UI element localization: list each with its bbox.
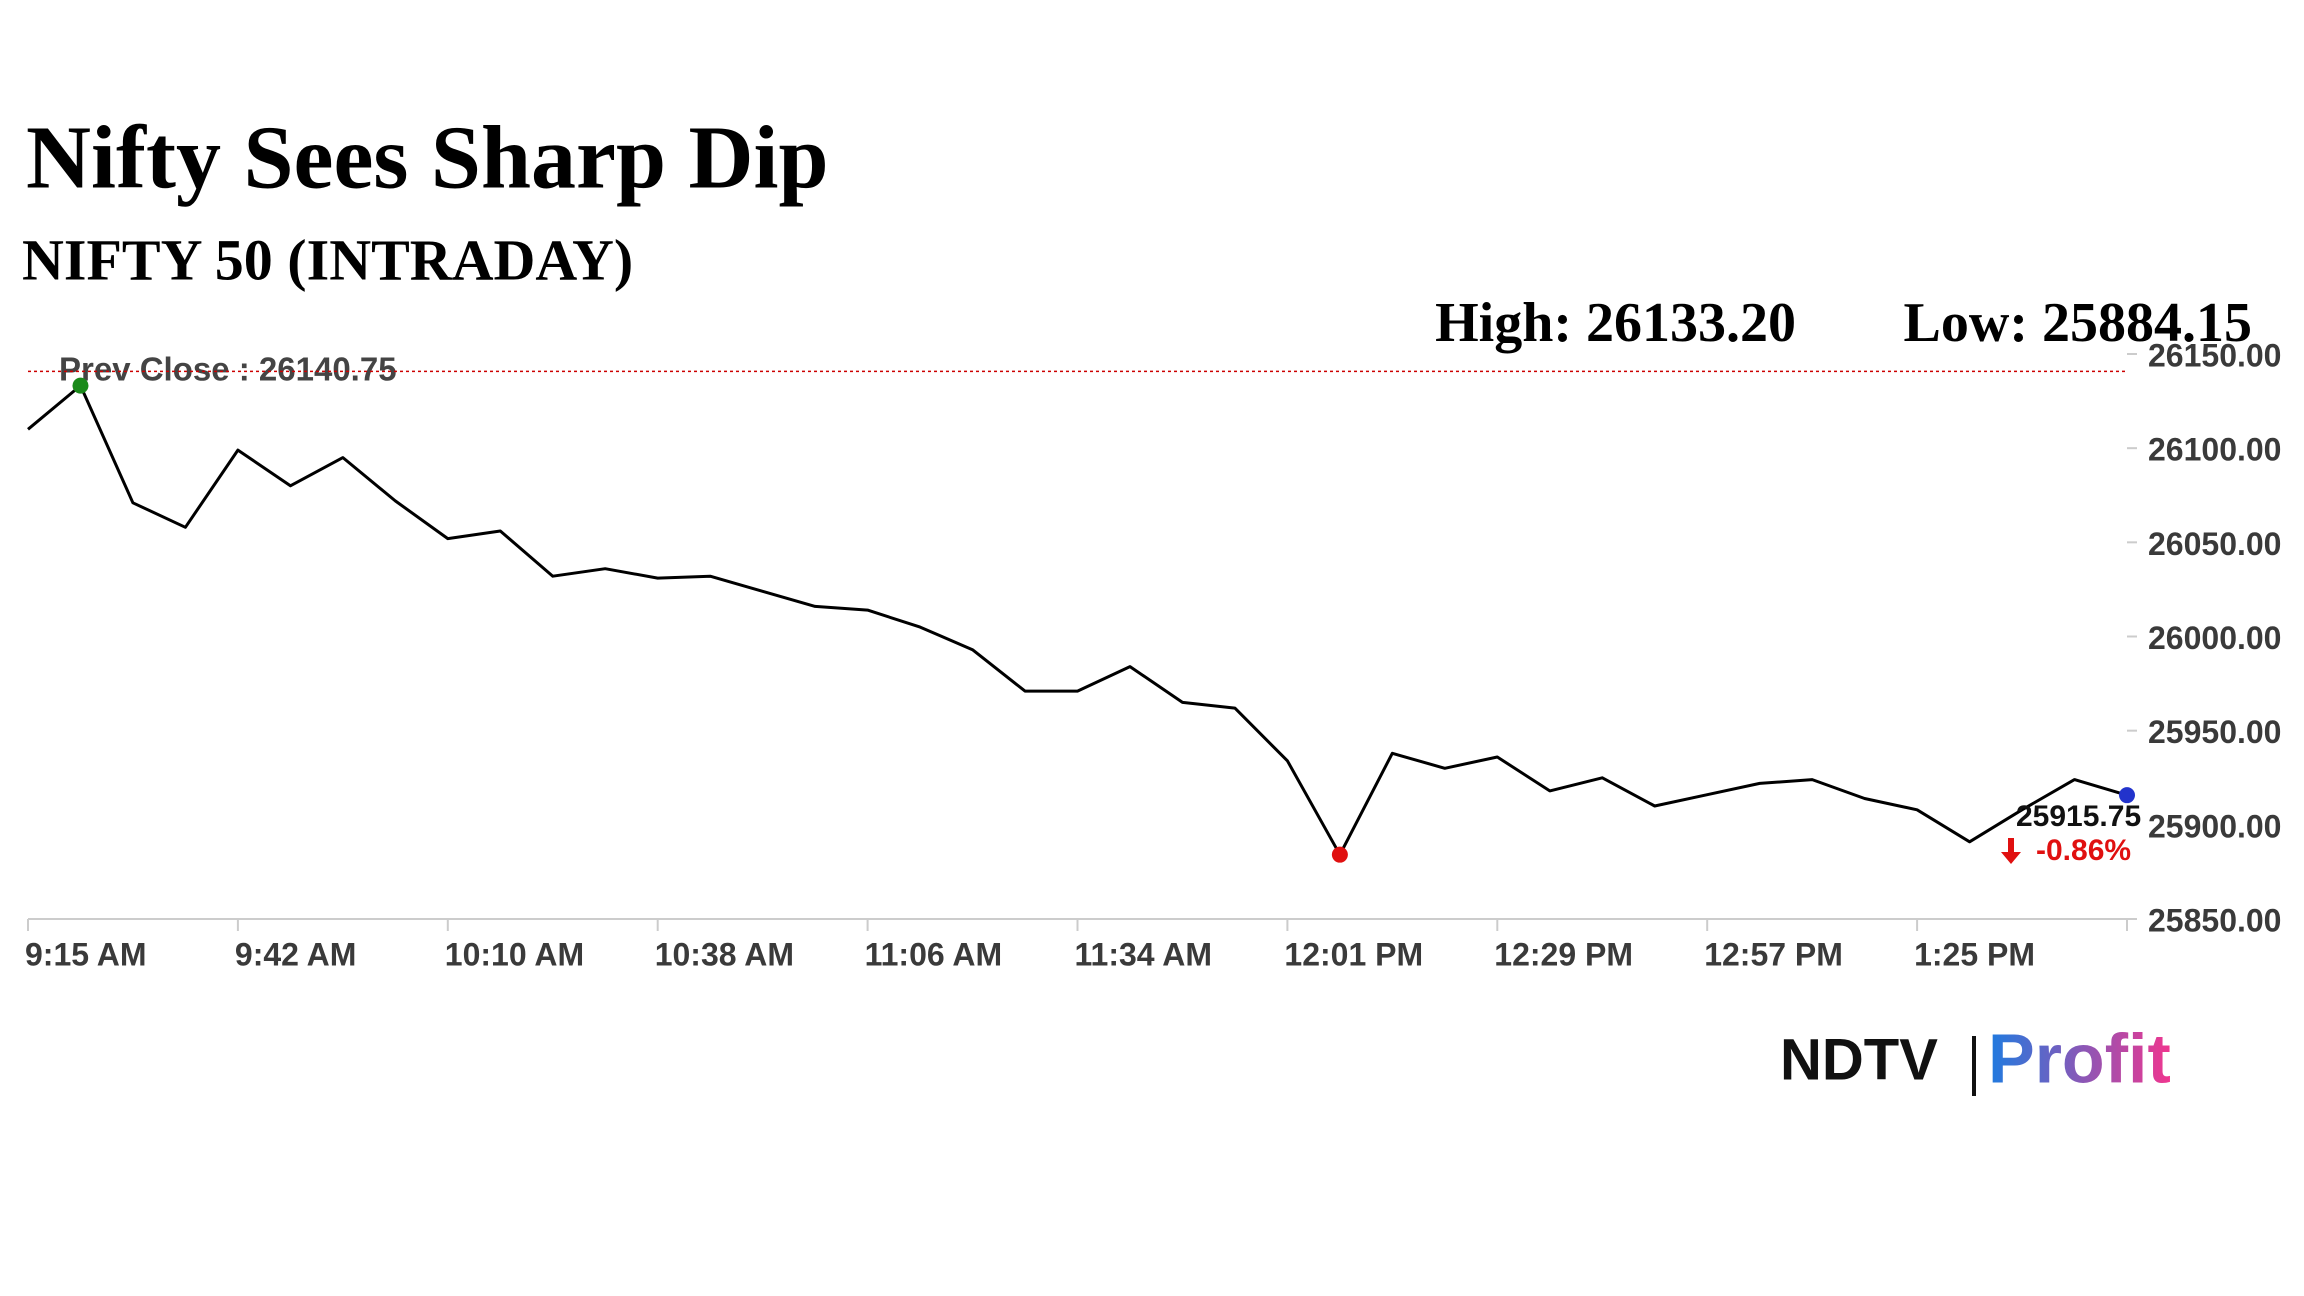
- x-tick-label: 11:06 AM: [865, 936, 1003, 972]
- x-tick-label: 12:01 PM: [1284, 936, 1423, 972]
- y-tick-label: 25850.00: [2148, 902, 2281, 938]
- y-tick-label: 25950.00: [2148, 714, 2281, 750]
- y-tick-label: 26050.00: [2148, 526, 2281, 562]
- low-marker: [1331, 846, 1348, 863]
- change-arrow: [2001, 838, 2021, 864]
- y-tick-label: 26100.00: [2148, 432, 2281, 468]
- last-value-label: 25915.75: [2016, 800, 2141, 833]
- logo-brand: NDTV: [1780, 1027, 1938, 1092]
- high-marker: [72, 377, 89, 394]
- high-label: High: 26133.20: [1435, 292, 1796, 354]
- x-tick-label: 10:38 AM: [655, 936, 794, 972]
- low-label: Low: 25884.15: [1904, 292, 2252, 354]
- change-label: -0.86%: [2036, 834, 2131, 867]
- last-marker: [2119, 787, 2135, 804]
- x-tick-label: 9:42 AM: [235, 936, 357, 972]
- logo: NDTV Profit: [1780, 1019, 2171, 1097]
- x-tick-label: 9:15 AM: [25, 936, 147, 972]
- x-tick-label: 11:34 AM: [1075, 936, 1213, 972]
- logo-product: Profit: [1988, 1019, 2171, 1097]
- prev-close-label: Prev Close : 26140.75: [59, 351, 397, 388]
- y-tick-label: 26000.00: [2148, 620, 2281, 656]
- chart-subtitle: NIFTY 50 (INTRADAY): [22, 227, 633, 292]
- x-tick-label: 12:29 PM: [1494, 936, 1633, 972]
- x-tick-label: 10:10 AM: [445, 936, 584, 972]
- y-tick-label: 26150.00: [2148, 337, 2281, 373]
- chart-title: Nifty Sees Sharp Dip: [26, 109, 829, 208]
- x-tick-label: 1:25 PM: [1914, 936, 2035, 972]
- price-line: [27, 384, 2128, 857]
- x-tick-label: 12:57 PM: [1704, 936, 1843, 972]
- y-tick-label: 25900.00: [2148, 808, 2281, 844]
